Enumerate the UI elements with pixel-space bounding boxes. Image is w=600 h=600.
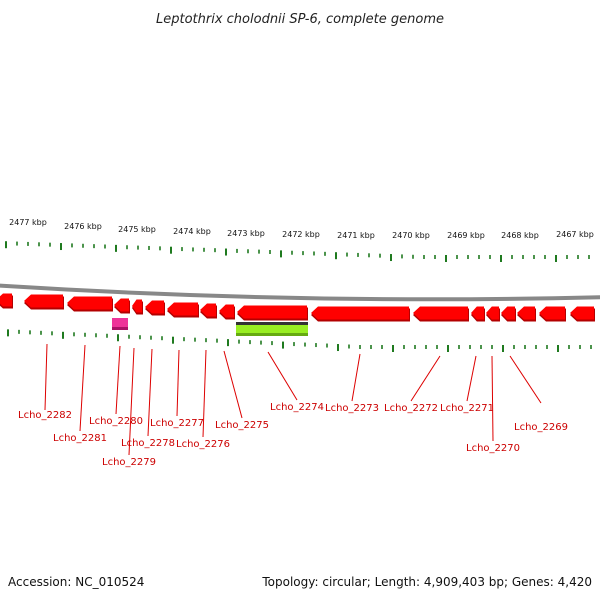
gene-label[interactable]: Lcho_2281 [53, 433, 107, 444]
gene-label[interactable]: Lcho_2279 [102, 457, 156, 468]
callout-line [79, 344, 86, 432]
callout-line [147, 348, 153, 437]
gene-label[interactable]: Lcho_2276 [176, 439, 230, 450]
callout-line [223, 350, 243, 419]
gene-label[interactable]: Lcho_2277 [150, 418, 204, 429]
gene-arrow[interactable] [311, 306, 410, 322]
gene-label[interactable]: Lcho_2273 [325, 403, 379, 414]
gene-arrow[interactable] [471, 306, 485, 322]
gene-label[interactable]: Lcho_2271 [440, 403, 494, 414]
callout-line [466, 355, 477, 402]
gene-arrow[interactable] [114, 298, 130, 314]
gene-arrow[interactable] [67, 296, 113, 312]
gene-label[interactable]: Lcho_2275 [215, 420, 269, 431]
gene-label[interactable]: Lcho_2282 [18, 410, 72, 421]
upper-scale-track [5, 241, 590, 262]
callout-line [267, 351, 298, 401]
gene-callout[interactable]: Lcho_2269 [509, 355, 568, 433]
gene-arrow[interactable] [237, 305, 308, 321]
callout-line [176, 349, 180, 417]
callout-line [351, 353, 361, 402]
callout-line [509, 355, 542, 404]
scale-label: 2469 kbp [447, 231, 485, 240]
scale-label: 2470 kbp [392, 231, 430, 240]
gene-callout[interactable]: Lcho_2276 [176, 349, 230, 450]
callout-line [115, 345, 121, 415]
gene-arrow[interactable] [570, 306, 595, 322]
gene-callout[interactable]: Lcho_2281 [53, 344, 107, 444]
gene-arrow[interactable] [0, 293, 13, 309]
genome-title: Leptothrix cholodnii SP-6, complete geno… [156, 12, 444, 27]
scale-label: 2468 kbp [501, 231, 539, 240]
gene-callout[interactable]: Lcho_2277 [150, 349, 204, 429]
gene-arrow[interactable] [219, 304, 235, 320]
gene-callout[interactable]: Lcho_2275 [215, 350, 269, 431]
gene-arrow[interactable] [486, 306, 500, 322]
gene-callout[interactable]: Lcho_2278 [121, 348, 175, 449]
gene-callout[interactable]: Lcho_2270 [466, 355, 520, 454]
scale-label: 2471 kbp [337, 231, 375, 240]
gene-track [0, 293, 595, 322]
feature-track [112, 318, 308, 336]
gene-arrow[interactable] [167, 302, 199, 318]
gene-callout[interactable]: Lcho_2280 [89, 345, 143, 427]
gene-label[interactable]: Lcho_2272 [384, 403, 438, 414]
gene-callout[interactable]: Lcho_2274 [267, 351, 324, 413]
gene-callout[interactable]: Lcho_2272 [384, 355, 441, 414]
gene-callout[interactable]: Lcho_2279 [102, 347, 156, 468]
scale-label: 2477 kbp [9, 218, 47, 227]
gene-callout[interactable]: Lcho_2271 [440, 355, 494, 414]
callout-line [128, 347, 135, 456]
scale-labels: 2477 kbp 2476 kbp 2475 kbp 2474 kbp 2473 kbp… [9, 218, 594, 240]
gene-label[interactable]: Lcho_2270 [466, 443, 520, 454]
green-feature[interactable] [236, 322, 308, 336]
gene-arrow[interactable] [145, 300, 165, 316]
genome-backbone [0, 283, 600, 302]
gene-arrow[interactable] [24, 294, 64, 310]
callout-line [202, 349, 207, 438]
callout-line [410, 355, 441, 402]
scale-label: 2475 kbp [118, 225, 156, 234]
gene-arrow[interactable] [413, 306, 469, 322]
scale-label: 2474 kbp [173, 227, 211, 236]
gene-arrow[interactable] [501, 306, 516, 322]
pink-feature[interactable] [112, 318, 128, 330]
footer-summary: Topology: circular; Length: 4,909,403 bp… [261, 575, 592, 589]
gene-arrow[interactable] [517, 306, 536, 322]
callout-line [44, 343, 48, 411]
scale-label: 2467 kbp [556, 230, 594, 239]
gene-arrow[interactable] [539, 306, 566, 322]
gene-label[interactable]: Lcho_2278 [121, 438, 175, 449]
scale-label: 2473 kbp [227, 229, 265, 238]
gene-arrow[interactable] [132, 299, 143, 315]
callout-line [491, 355, 494, 442]
gene-label[interactable]: Lcho_2274 [270, 402, 324, 413]
gene-label[interactable]: Lcho_2269 [514, 422, 568, 433]
gene-callout[interactable]: Lcho_2273 [325, 353, 379, 414]
gene-label[interactable]: Lcho_2280 [89, 416, 143, 427]
scale-label: 2472 kbp [282, 230, 320, 239]
scale-label: 2476 kbp [64, 222, 102, 231]
lower-scale-track [7, 329, 592, 352]
gene-callout[interactable]: Lcho_2282 [18, 343, 72, 421]
gene-arrow[interactable] [200, 303, 217, 319]
gene-callouts: Lcho_2282 Lcho_2281 Lcho_2280 Lcho_2279 Lcho… [18, 343, 568, 468]
footer-accession: Accession: NC_010524 [8, 575, 144, 589]
